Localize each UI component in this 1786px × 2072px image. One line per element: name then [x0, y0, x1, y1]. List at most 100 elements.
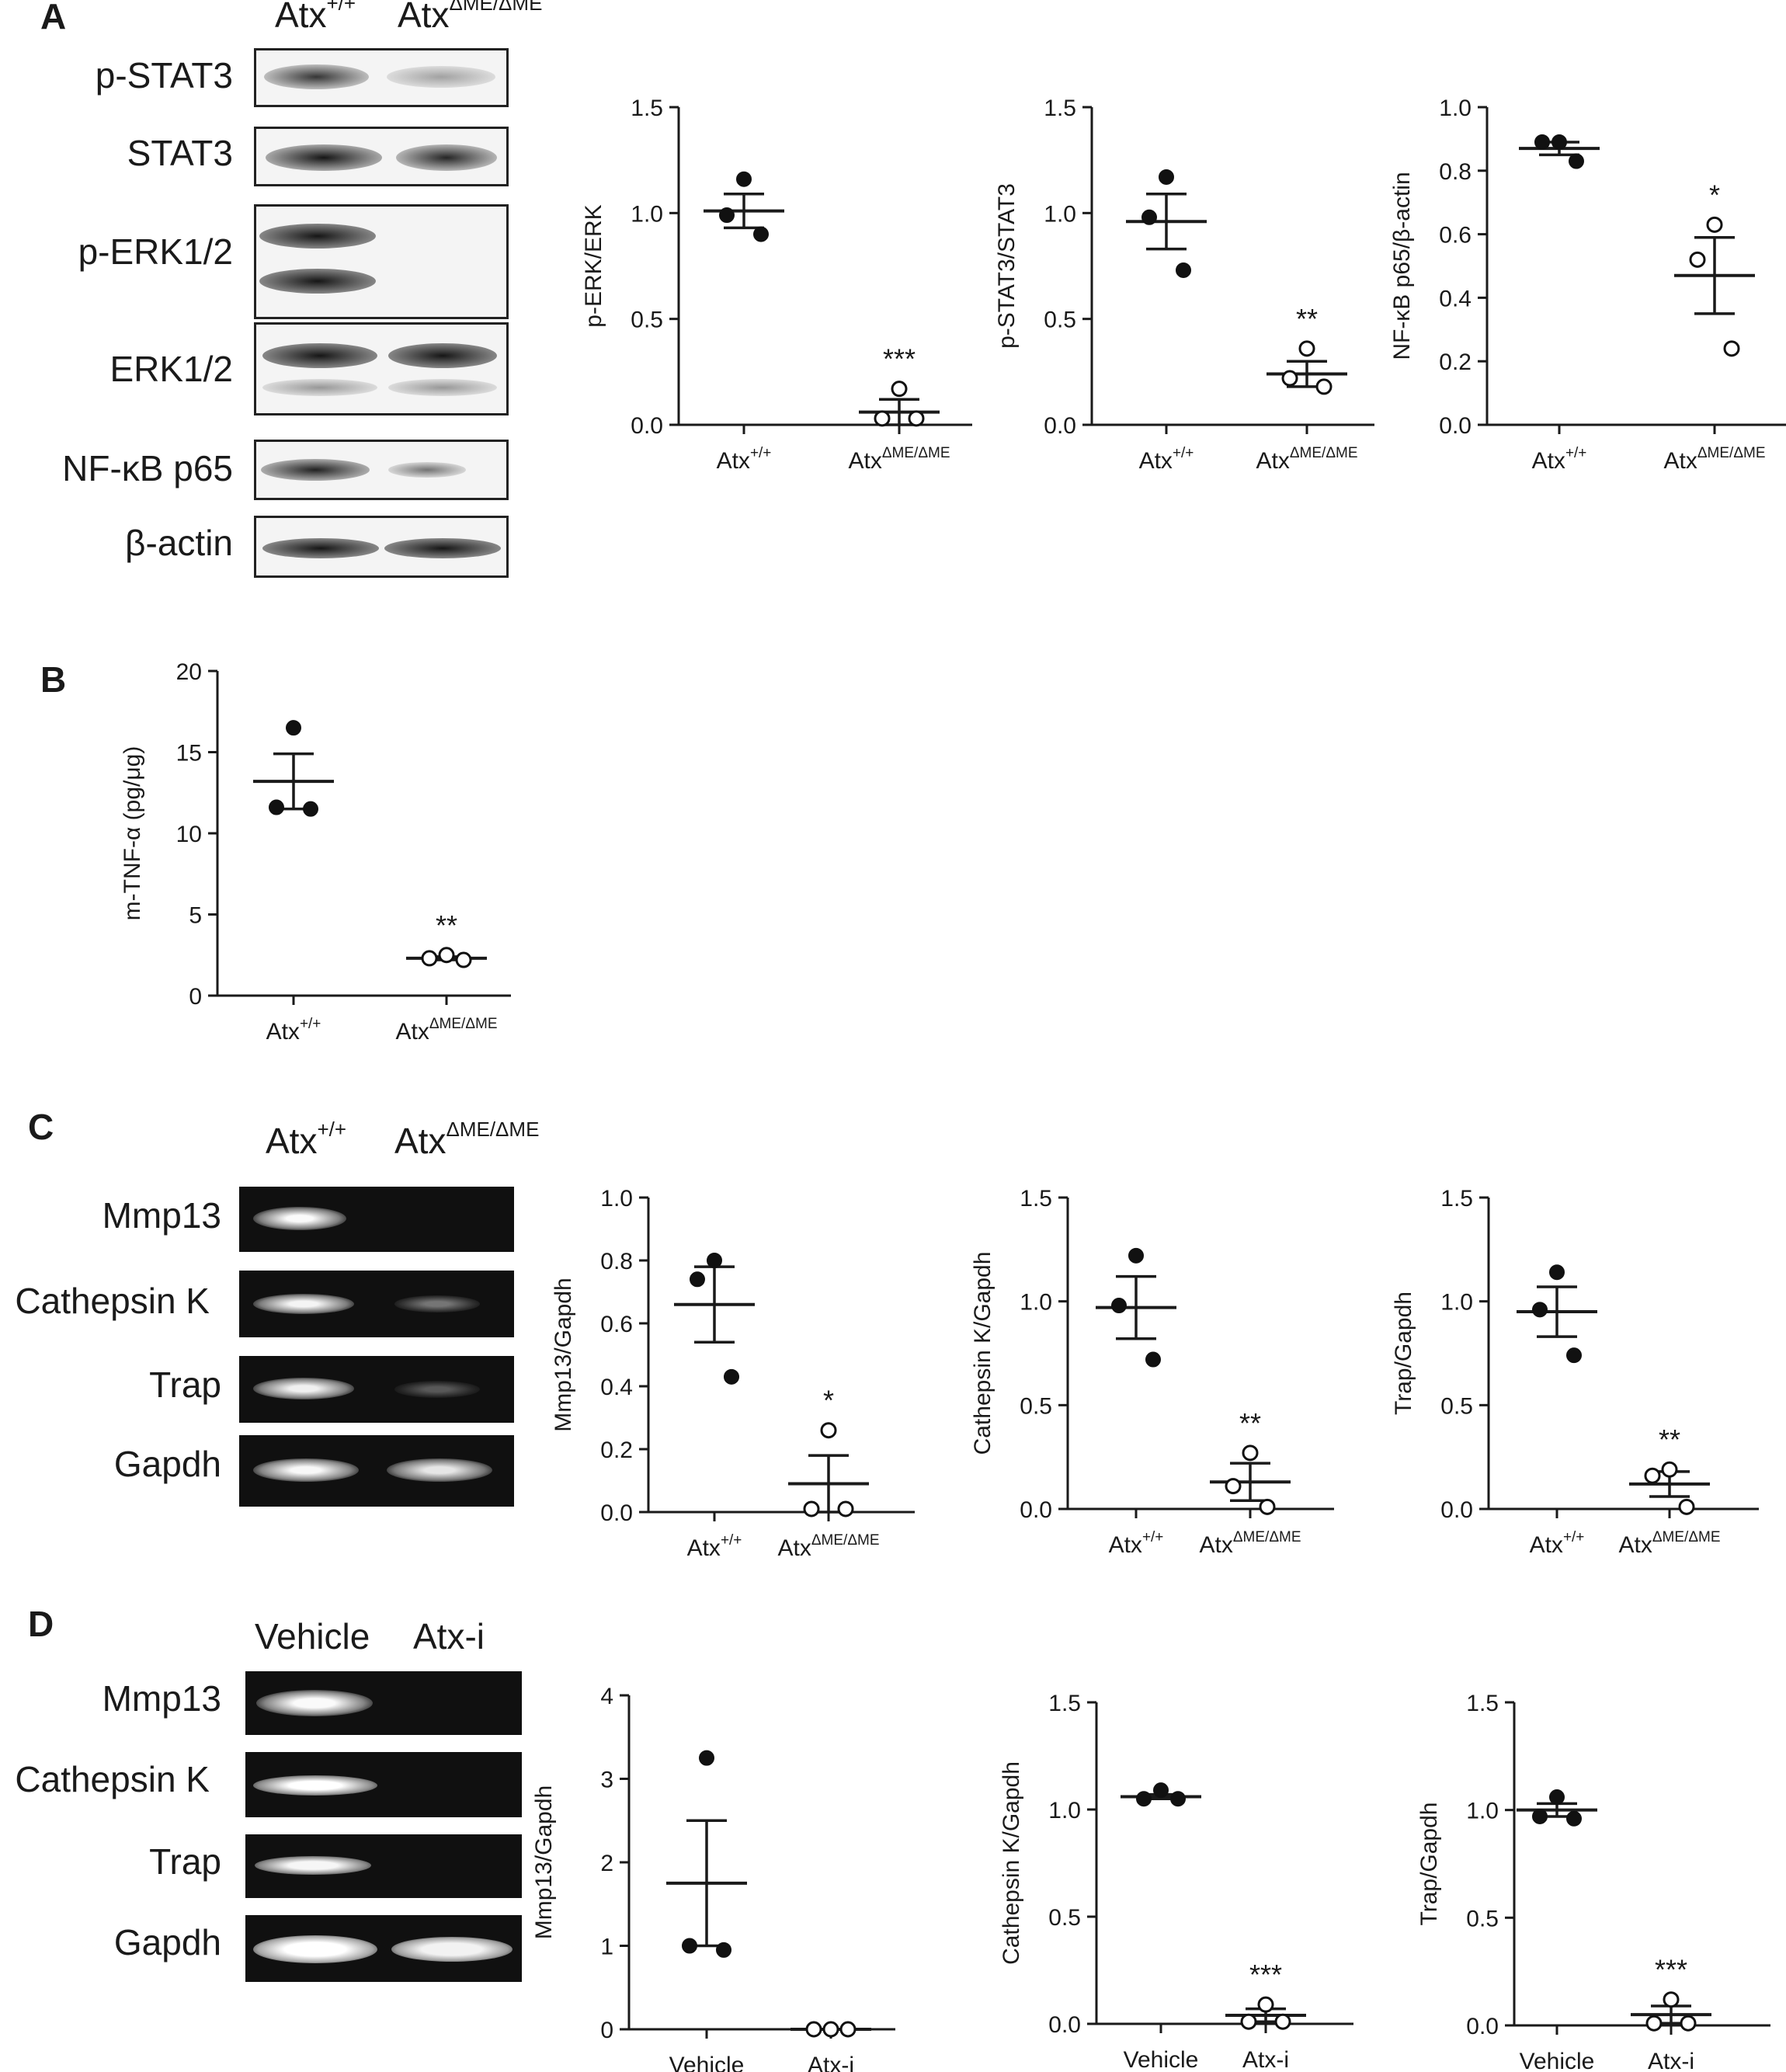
blot-row-label: p-STAT3: [95, 55, 233, 96]
blot-band: [264, 64, 369, 89]
x-tick-label: Atx+/+: [687, 1532, 742, 1561]
gel-band: [256, 1690, 373, 1716]
significance-marker: **: [1659, 1424, 1680, 1455]
gel-column-header-2: AtxΔME/ΔME: [394, 1117, 540, 1162]
y-axis-label: Cathepsin K/Gapdh: [970, 1252, 996, 1455]
data-point-filled: [1159, 169, 1174, 185]
significance-marker: *: [823, 1385, 834, 1417]
data-point-filled: [1566, 1347, 1582, 1364]
blot-band: [388, 343, 497, 368]
y-tick-label: 0.0: [631, 413, 663, 439]
y-tick-label: 0.6: [1439, 223, 1472, 249]
panel-letter-b: B: [40, 659, 67, 700]
y-tick-label: 1.5: [1044, 96, 1076, 121]
data-point-filled: [719, 207, 735, 224]
y-axis-label: Trap/Gapdh: [1416, 1803, 1442, 1926]
data-point-filled: [303, 801, 318, 817]
blot-band: [384, 538, 501, 558]
blot-column-sup: ΔME/ΔME: [449, 0, 543, 15]
x-tick-label: Atx+/+: [1109, 1529, 1164, 1558]
gel-column-header-1: Atx+/+: [266, 1117, 347, 1162]
x-tick-label: Atx+/+: [1532, 445, 1587, 474]
blot-band: [388, 462, 466, 478]
data-point-filled: [269, 799, 284, 815]
gel-lane-gapdh: [245, 1915, 522, 1982]
data-point-filled: [286, 720, 301, 736]
y-tick-label: 0.8: [600, 1249, 633, 1274]
y-tick-label: 0.6: [600, 1312, 633, 1337]
data-point-filled: [1111, 1298, 1127, 1314]
data-point-open: [438, 947, 455, 964]
gel-band: [394, 1381, 480, 1398]
x-tick-label: Atx+/+: [1139, 445, 1194, 474]
y-tick-label: 3: [600, 1768, 613, 1793]
panel-letter-c: C: [28, 1107, 54, 1147]
y-axis-label: m-TNF-α (pg/μg): [120, 746, 145, 921]
data-point-filled: [1534, 134, 1550, 150]
blot-row-label: STAT3: [127, 133, 233, 173]
data-point-filled: [682, 1938, 697, 1954]
data-point-open: [820, 1422, 837, 1439]
gel-column-sup: ΔME/ΔME: [446, 1117, 540, 1141]
x-tick-label: AtxΔME/ΔME: [777, 1532, 879, 1561]
data-point-open: [1259, 1498, 1276, 1515]
blot-column-label: Atx: [398, 0, 450, 35]
blot-band: [262, 343, 377, 368]
y-tick-label: 0.5: [631, 308, 663, 333]
data-point-filled: [716, 1942, 731, 1958]
blot-band: [388, 379, 497, 396]
y-tick-label: 0.5: [1044, 308, 1076, 333]
gel-lane-cathepsin-k: [239, 1271, 514, 1337]
y-tick-label: 0.4: [600, 1375, 633, 1400]
x-tick-label: AtxΔME/ΔME: [848, 445, 950, 474]
data-point-open: [874, 410, 891, 427]
gel-column-sup: +/+: [317, 1117, 347, 1141]
gel-band: [394, 1295, 480, 1312]
y-tick-label: 1.5: [1020, 1186, 1052, 1212]
y-axis-label: p-STAT3/STAT3: [994, 183, 1020, 349]
y-tick-label: 0.5: [1466, 1906, 1499, 1931]
significance-marker: ***: [883, 343, 916, 375]
y-tick-label: 0.8: [1439, 159, 1472, 185]
y-tick-label: 1: [600, 1935, 613, 1960]
x-tick-label: AtxΔME/ΔME: [395, 1016, 497, 1045]
x-tick-label: AtxΔME/ΔME: [1256, 445, 1357, 474]
data-point-open: [1274, 2013, 1291, 2030]
y-tick-label: 0.2: [1439, 349, 1472, 375]
blot-band: [387, 66, 495, 88]
gel-band: [253, 1294, 354, 1314]
data-point-filled: [753, 226, 769, 242]
y-tick-label: 1.0: [1439, 96, 1472, 121]
gel-band: [253, 1378, 354, 1399]
blot-band: [259, 269, 376, 294]
data-point-open: [455, 951, 472, 968]
blot-band: [396, 144, 497, 171]
y-tick-label: 0.4: [1439, 286, 1472, 311]
data-point-filled: [1145, 1351, 1161, 1368]
data-point-open: [1678, 1498, 1695, 1515]
data-point-filled: [1532, 1302, 1548, 1318]
y-tick-label: 0.0: [1439, 413, 1472, 439]
x-tick-label: Atx+/+: [1530, 1529, 1585, 1558]
gel-band: [391, 1937, 513, 1962]
blot-band: [259, 224, 376, 249]
y-tick-label: 0.0: [600, 1500, 633, 1526]
y-tick-label: 0.2: [600, 1438, 633, 1463]
gel-lane-gapdh: [239, 1435, 514, 1507]
blot-band: [266, 144, 382, 171]
gel-row-label: Trap: [149, 1841, 221, 1882]
blot-strip-nfkb-p65: [254, 440, 509, 500]
gel-row-label: Mmp13: [102, 1195, 221, 1236]
gel-row-label: Trap: [149, 1365, 221, 1405]
data-point-open: [1242, 1444, 1259, 1462]
y-tick-label: 10: [176, 822, 202, 847]
gel-column-header-2: Atx-i: [413, 1615, 485, 1657]
significance-marker: *: [1709, 179, 1720, 210]
gel-column-label: Atx: [394, 1121, 446, 1161]
blot-strip-p-erk: [254, 204, 509, 319]
gel-band: [387, 1458, 492, 1482]
y-tick-label: 1.0: [1048, 1798, 1081, 1823]
y-tick-label: 1.5: [1048, 1691, 1081, 1716]
data-point-open: [891, 381, 908, 398]
data-point-open: [837, 1500, 854, 1517]
